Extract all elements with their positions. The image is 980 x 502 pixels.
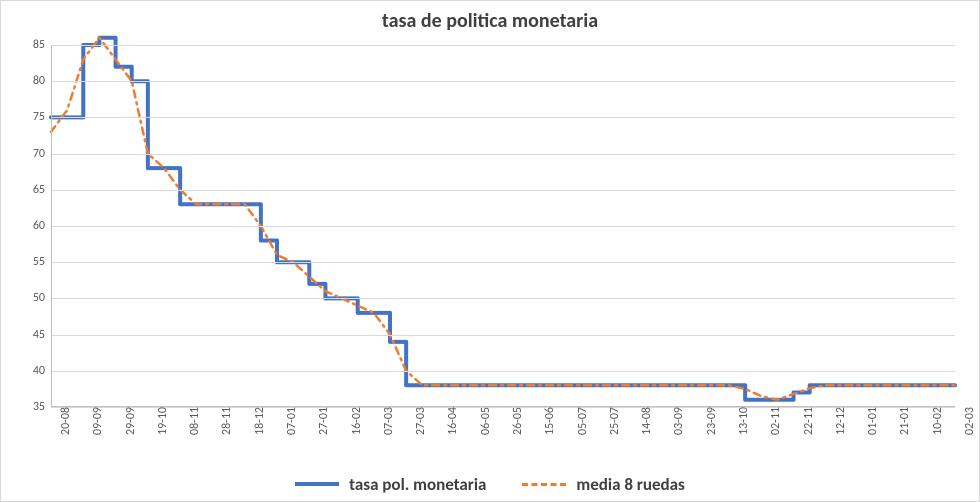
x-tick-label: 06-05	[475, 407, 493, 435]
gridline	[51, 298, 955, 299]
gridline	[51, 226, 955, 227]
x-tick-label: 08-11	[184, 407, 202, 435]
gridline	[51, 117, 955, 118]
x-tick-label: 02-03	[959, 407, 977, 435]
y-tick-label: 55	[33, 255, 51, 269]
x-tick-label: 26-05	[507, 407, 525, 435]
x-tick-label: 19-10	[152, 407, 170, 435]
x-tick-label: 22-11	[798, 407, 816, 435]
legend-item: tasa pol. monetaria	[295, 474, 486, 495]
x-tick-label: 27-01	[313, 407, 331, 435]
series-line	[51, 38, 955, 400]
x-tick-label: 15-06	[539, 407, 557, 435]
legend-label: media 8 ruedas	[576, 474, 684, 495]
y-tick-label: 60	[33, 219, 51, 233]
y-tick-label: 85	[33, 38, 51, 52]
gridline	[51, 335, 955, 336]
x-tick-label: 02-11	[765, 407, 783, 435]
gridline	[51, 190, 955, 191]
legend-label: tasa pol. monetaria	[349, 474, 486, 495]
gridline	[51, 154, 955, 155]
x-tick-label: 14-08	[636, 407, 654, 435]
x-tick-label: 28-11	[216, 407, 234, 435]
x-tick-label: 27-03	[410, 407, 428, 435]
x-tick-label: 10-02	[927, 407, 945, 435]
y-tick-label: 65	[33, 183, 51, 197]
y-tick-label: 35	[33, 400, 51, 414]
x-tick-label: 07-03	[378, 407, 396, 435]
y-tick-label: 75	[33, 110, 51, 124]
x-tick-label: 01-01	[862, 407, 880, 435]
x-tick-label: 29-09	[120, 407, 138, 435]
plot-area: 354045505560657075808520-0809-0929-0919-…	[51, 45, 955, 407]
gridline	[51, 81, 955, 82]
y-tick-label: 80	[33, 74, 51, 88]
legend-swatch	[295, 482, 339, 486]
y-tick-label: 50	[33, 291, 51, 305]
chart-title: tasa de politica monetaria	[1, 9, 979, 33]
series-line	[51, 38, 955, 400]
gridline	[51, 45, 955, 46]
x-tick-label: 16-02	[346, 407, 364, 435]
x-tick-label: 23-09	[701, 407, 719, 435]
legend: tasa pol. monetaria media 8 ruedas	[1, 470, 979, 495]
x-tick-label: 20-08	[55, 407, 73, 435]
x-tick-label: 07-01	[281, 407, 299, 435]
x-tick-label: 12-12	[830, 407, 848, 435]
x-tick-label: 05-07	[572, 407, 590, 435]
y-tick-label: 40	[33, 364, 51, 378]
gridline	[51, 371, 955, 372]
y-tick-label: 70	[33, 147, 51, 161]
gridline	[51, 262, 955, 263]
x-tick-label: 09-09	[87, 407, 105, 435]
legend-item: media 8 ruedas	[522, 474, 684, 495]
chart-container: tasa de politica monetaria 3540455055606…	[0, 0, 980, 502]
y-tick-label: 45	[33, 328, 51, 342]
x-tick-label: 13-10	[733, 407, 751, 435]
x-tick-label: 03-09	[668, 407, 686, 435]
x-tick-label: 21-01	[894, 407, 912, 435]
legend-swatch	[522, 483, 566, 486]
x-tick-label: 25-07	[604, 407, 622, 435]
axis-border	[51, 45, 52, 407]
x-tick-label: 16-04	[442, 407, 460, 435]
x-tick-label: 18-12	[249, 407, 267, 435]
